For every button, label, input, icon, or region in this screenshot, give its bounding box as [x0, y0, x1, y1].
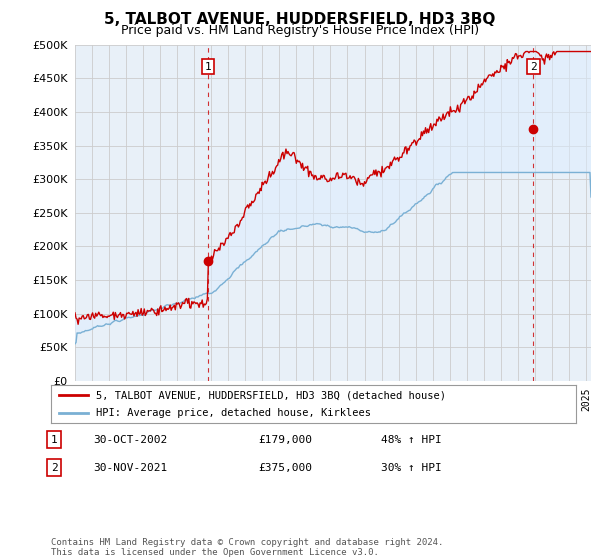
- Text: 48% ↑ HPI: 48% ↑ HPI: [381, 435, 442, 445]
- Text: 30-OCT-2002: 30-OCT-2002: [93, 435, 167, 445]
- Text: 30-NOV-2021: 30-NOV-2021: [93, 463, 167, 473]
- Text: 30% ↑ HPI: 30% ↑ HPI: [381, 463, 442, 473]
- Text: 1: 1: [50, 435, 58, 445]
- Text: £179,000: £179,000: [258, 435, 312, 445]
- Text: 2: 2: [50, 463, 58, 473]
- Text: 5, TALBOT AVENUE, HUDDERSFIELD, HD3 3BQ (detached house): 5, TALBOT AVENUE, HUDDERSFIELD, HD3 3BQ …: [95, 390, 446, 400]
- Text: Price paid vs. HM Land Registry's House Price Index (HPI): Price paid vs. HM Land Registry's House …: [121, 24, 479, 37]
- Text: Contains HM Land Registry data © Crown copyright and database right 2024.
This d: Contains HM Land Registry data © Crown c…: [51, 538, 443, 557]
- Text: HPI: Average price, detached house, Kirklees: HPI: Average price, detached house, Kirk…: [95, 408, 371, 418]
- Text: 5, TALBOT AVENUE, HUDDERSFIELD, HD3 3BQ: 5, TALBOT AVENUE, HUDDERSFIELD, HD3 3BQ: [104, 12, 496, 27]
- Text: 1: 1: [205, 62, 212, 72]
- Text: £375,000: £375,000: [258, 463, 312, 473]
- Text: 2: 2: [530, 62, 537, 72]
